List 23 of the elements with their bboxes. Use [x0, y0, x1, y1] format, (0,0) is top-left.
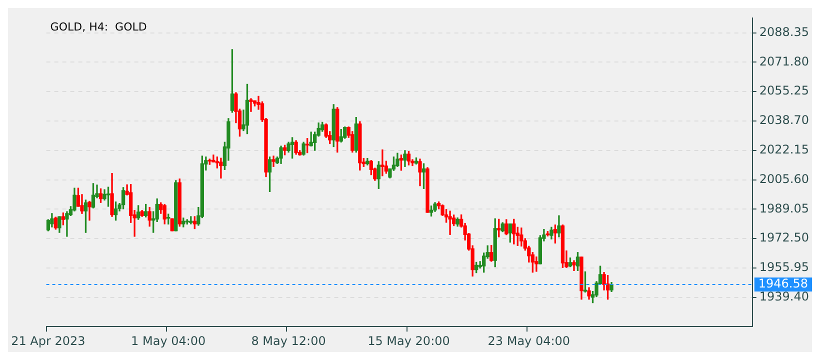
x-tick-label: 15 May 20:00 [368, 334, 450, 348]
x-tick-label: 8 May 12:00 [251, 334, 326, 348]
y-tick-label: 2088.35 [759, 24, 809, 39]
x-tick-label: 1 May 04:00 [131, 334, 206, 348]
candlestick [219, 158, 223, 178]
y-tick-label: 1989.05 [759, 201, 809, 216]
candlestick [380, 149, 384, 176]
y-tick-label: 2071.80 [759, 54, 809, 68]
candlestick [534, 256, 538, 272]
y-tick-label: 1955.95 [759, 260, 809, 274]
y-tick-label: 1939.40 [759, 289, 809, 304]
x-tick-label: 21 Apr 2023 [11, 334, 86, 348]
x-tick-label: 23 May 04:00 [488, 334, 570, 348]
y-tick-label: 1972.50 [759, 230, 809, 245]
candlestick [448, 210, 452, 235]
y-tick-label: 2055.25 [759, 84, 809, 98]
y-tick-label: 2038.70 [759, 113, 809, 128]
y-tick-label: 2005.60 [759, 172, 809, 186]
y-tick-label: 2022.15 [759, 142, 809, 157]
candlestick [272, 156, 276, 167]
candlestick [249, 98, 253, 112]
chart-title: GOLD, H4: GOLD [50, 20, 147, 34]
ref-line-label: 1946.58 [758, 276, 808, 291]
